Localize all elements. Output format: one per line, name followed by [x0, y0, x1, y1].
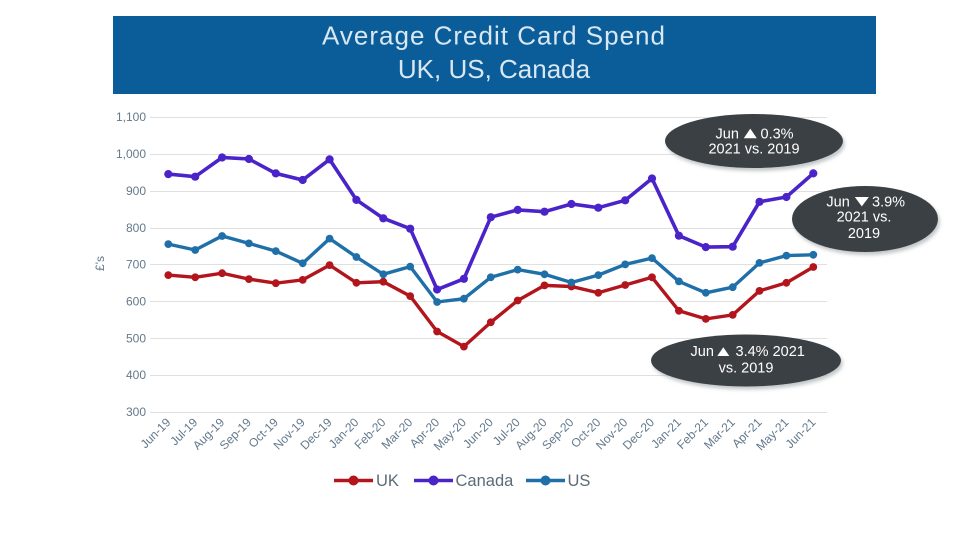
svg-text:Jun-19: Jun-19 [138, 415, 174, 451]
svg-text:Mar-21: Mar-21 [701, 415, 738, 452]
svg-text:Jun: Jun [826, 194, 849, 210]
svg-text:UK: UK [376, 472, 399, 490]
svg-text:Canada: Canada [456, 472, 515, 490]
svg-text:500: 500 [126, 331, 146, 345]
svg-text:2019: 2019 [848, 226, 880, 242]
svg-text:UK, US, Canada: UK, US, Canada [398, 54, 591, 84]
svg-text:600: 600 [126, 294, 146, 308]
svg-text:900: 900 [126, 184, 146, 198]
svg-text:3.4% 2021: 3.4% 2021 [736, 344, 805, 360]
svg-text:0.3%: 0.3% [761, 126, 794, 142]
svg-text:2021 vs.: 2021 vs. [837, 210, 892, 226]
svg-text:700: 700 [126, 258, 146, 272]
svg-text:US: US [568, 472, 591, 490]
svg-text:800: 800 [126, 221, 146, 235]
svg-text:Jun: Jun [716, 126, 739, 142]
svg-text:300: 300 [126, 405, 146, 419]
svg-text:£'s: £'s [93, 256, 107, 271]
svg-text:3.9%: 3.9% [872, 194, 905, 210]
svg-text:Mar-20: Mar-20 [379, 415, 416, 452]
svg-text:1,100: 1,100 [116, 110, 146, 124]
svg-text:1,000: 1,000 [116, 147, 146, 161]
svg-text:2021 vs. 2019: 2021 vs. 2019 [708, 141, 799, 157]
svg-text:vs. 2019: vs. 2019 [719, 361, 774, 377]
svg-text:Jun-20: Jun-20 [460, 415, 496, 451]
svg-text:Average Credit Card Spend: Average Credit Card Spend [322, 21, 666, 51]
svg-text:Jun-21: Jun-21 [783, 415, 819, 451]
svg-text:400: 400 [126, 368, 146, 382]
svg-text:Jun: Jun [691, 344, 714, 360]
